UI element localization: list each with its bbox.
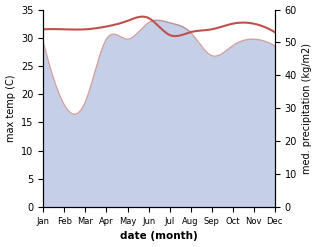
Y-axis label: med. precipitation (kg/m2): med. precipitation (kg/m2) [302,43,313,174]
Y-axis label: max temp (C): max temp (C) [5,75,16,142]
X-axis label: date (month): date (month) [120,231,198,242]
